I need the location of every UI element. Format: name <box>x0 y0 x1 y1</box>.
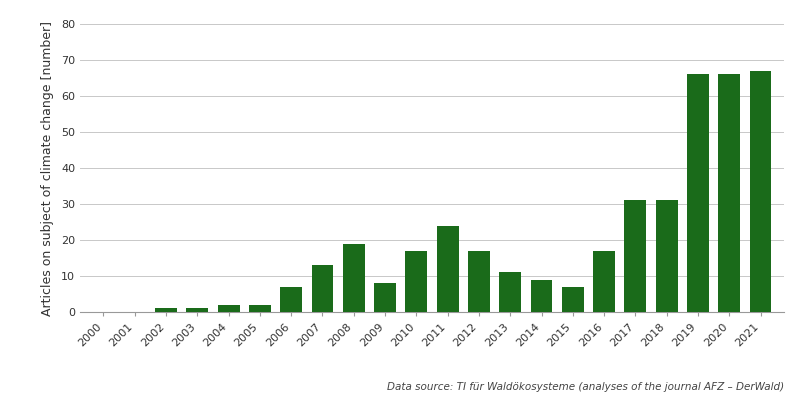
Bar <box>311 265 334 312</box>
Bar <box>750 71 771 312</box>
Bar <box>530 280 553 312</box>
Bar <box>593 251 615 312</box>
Bar <box>562 287 584 312</box>
Bar <box>687 74 709 312</box>
Bar <box>625 200 646 312</box>
Bar <box>406 251 427 312</box>
Bar <box>186 308 208 312</box>
Bar <box>656 200 678 312</box>
Bar <box>468 251 490 312</box>
Y-axis label: Articles on subject of climate change [number]: Articles on subject of climate change [n… <box>41 20 54 316</box>
Bar <box>155 308 177 312</box>
Bar <box>718 74 740 312</box>
Text: Data source: TI für Waldökosysteme (analyses of the journal AFZ – DerWald): Data source: TI für Waldökosysteme (anal… <box>387 382 784 392</box>
Bar <box>249 305 271 312</box>
Bar <box>437 226 458 312</box>
Bar <box>280 287 302 312</box>
Bar <box>499 272 521 312</box>
Bar <box>343 244 365 312</box>
Bar <box>218 305 239 312</box>
Bar <box>374 283 396 312</box>
